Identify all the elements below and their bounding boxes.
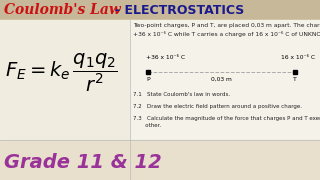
Text: T: T [293, 77, 297, 82]
Bar [0, 20, 130, 160]
Text: 16 x 10⁻⁶ C: 16 x 10⁻⁶ C [281, 55, 315, 60]
Text: Coulomb's Law: Coulomb's Law [4, 3, 121, 17]
Text: P: P [146, 77, 150, 82]
Text: - ELECTROSTATICS: - ELECTROSTATICS [115, 3, 244, 17]
Text: 7.3   Calculate the magnitude of the force that charges P and T exert on eac: 7.3 Calculate the magnitude of the force… [133, 116, 320, 121]
Text: 7.2   Draw the electric field pattern around a positive charge.: 7.2 Draw the electric field pattern arou… [133, 104, 302, 109]
Text: Grade 11 & 12: Grade 11 & 12 [4, 152, 162, 172]
Text: Two-point charges, P and T, are placed 0,03 m apart. The charge on P is: Two-point charges, P and T, are placed 0… [133, 23, 320, 28]
Text: $F_E = k_e\,\dfrac{q_1q_2}{r^2}$: $F_E = k_e\,\dfrac{q_1q_2}{r^2}$ [5, 52, 118, 94]
Bar [130, 20, 320, 160]
Bar [0, 140, 320, 180]
Bar [0, 0, 320, 20]
Text: 7.1   State Coulomb's law in words.: 7.1 State Coulomb's law in words. [133, 92, 230, 97]
Text: +36 x 10⁻⁶ C: +36 x 10⁻⁶ C [146, 55, 185, 60]
Text: +36 x 10⁻⁶ C while T carries a charge of 16 x 10⁻⁶ C of UNKNOWN SIGN.: +36 x 10⁻⁶ C while T carries a charge of… [133, 31, 320, 37]
Text: other.: other. [133, 123, 161, 128]
Text: 0,03 m: 0,03 m [211, 77, 232, 82]
